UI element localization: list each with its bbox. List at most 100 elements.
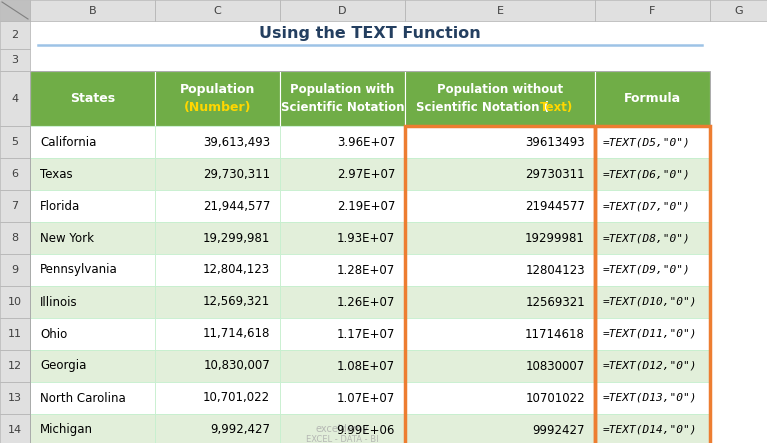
Text: =TEXT(D12,"0"): =TEXT(D12,"0") bbox=[603, 361, 697, 371]
Text: 12: 12 bbox=[8, 361, 22, 371]
Bar bbox=[0, 0, 30, 21]
Bar bbox=[0, 21, 30, 49]
Text: =TEXT(D13,"0"): =TEXT(D13,"0") bbox=[603, 393, 697, 403]
Text: Formula: Formula bbox=[624, 92, 681, 105]
Bar bbox=[280, 71, 405, 126]
Bar bbox=[280, 318, 405, 350]
Text: Florida: Florida bbox=[40, 199, 81, 213]
Text: 9.99E+06: 9.99E+06 bbox=[337, 424, 395, 436]
Bar bbox=[155, 414, 280, 443]
Bar bbox=[0, 350, 30, 382]
Text: California: California bbox=[40, 136, 97, 148]
Text: =TEXT(D9,"0"): =TEXT(D9,"0") bbox=[603, 265, 691, 275]
Text: North Carolina: North Carolina bbox=[40, 392, 126, 404]
Bar bbox=[595, 222, 710, 254]
Bar bbox=[405, 318, 595, 350]
Text: D: D bbox=[338, 5, 347, 16]
Bar bbox=[155, 382, 280, 414]
Text: 10,701,022: 10,701,022 bbox=[203, 392, 270, 404]
Text: 9992427: 9992427 bbox=[532, 424, 585, 436]
Text: 10: 10 bbox=[8, 297, 22, 307]
Bar bbox=[280, 158, 405, 190]
Bar bbox=[30, 71, 155, 126]
Bar bbox=[0, 318, 30, 350]
Text: =TEXT(D11,"0"): =TEXT(D11,"0") bbox=[603, 329, 697, 339]
Text: 1.93E+07: 1.93E+07 bbox=[337, 232, 395, 245]
Text: 29,730,311: 29,730,311 bbox=[203, 167, 270, 180]
Bar bbox=[595, 254, 710, 286]
Text: 4: 4 bbox=[12, 93, 18, 104]
Bar bbox=[405, 254, 595, 286]
Text: =TEXT(D5,"0"): =TEXT(D5,"0") bbox=[603, 137, 691, 147]
Bar bbox=[155, 350, 280, 382]
Bar bbox=[280, 382, 405, 414]
Text: 14: 14 bbox=[8, 425, 22, 435]
Text: Illinois: Illinois bbox=[40, 295, 77, 308]
Bar bbox=[0, 126, 30, 158]
Text: Population: Population bbox=[179, 83, 255, 96]
Bar bbox=[30, 254, 155, 286]
Text: =TEXT(D14,"0"): =TEXT(D14,"0") bbox=[603, 425, 697, 435]
Text: C: C bbox=[214, 5, 222, 16]
Text: Scientific Notation (: Scientific Notation ( bbox=[416, 101, 548, 114]
Bar bbox=[595, 126, 710, 443]
Text: 19,299,981: 19,299,981 bbox=[202, 232, 270, 245]
Bar bbox=[0, 254, 30, 286]
Bar bbox=[280, 126, 405, 158]
Bar bbox=[280, 0, 405, 21]
Bar bbox=[280, 350, 405, 382]
Text: 1.07E+07: 1.07E+07 bbox=[337, 392, 395, 404]
Text: Using the TEXT Function: Using the TEXT Function bbox=[259, 26, 481, 41]
Text: Michigan: Michigan bbox=[40, 424, 93, 436]
Text: E: E bbox=[496, 5, 503, 16]
Bar bbox=[155, 0, 280, 21]
Bar bbox=[30, 382, 155, 414]
Text: 3: 3 bbox=[12, 55, 18, 65]
Bar bbox=[595, 414, 710, 443]
Bar bbox=[280, 254, 405, 286]
Text: 7: 7 bbox=[12, 201, 18, 211]
Bar bbox=[30, 190, 155, 222]
Bar bbox=[595, 286, 710, 318]
Text: 11,714,618: 11,714,618 bbox=[202, 327, 270, 341]
Text: Texas: Texas bbox=[40, 167, 73, 180]
Bar bbox=[0, 286, 30, 318]
Text: States: States bbox=[70, 92, 115, 105]
Text: 21,944,577: 21,944,577 bbox=[202, 199, 270, 213]
Bar bbox=[155, 158, 280, 190]
Text: 1.28E+07: 1.28E+07 bbox=[337, 264, 395, 276]
Text: 1.26E+07: 1.26E+07 bbox=[337, 295, 395, 308]
Bar bbox=[280, 222, 405, 254]
Text: 11: 11 bbox=[8, 329, 22, 339]
Text: 21944577: 21944577 bbox=[525, 199, 585, 213]
Bar bbox=[710, 0, 767, 21]
Bar bbox=[155, 254, 280, 286]
Text: New York: New York bbox=[40, 232, 94, 245]
Bar bbox=[0, 71, 30, 126]
Bar bbox=[0, 414, 30, 443]
Bar bbox=[0, 158, 30, 190]
Bar bbox=[405, 126, 595, 158]
Text: 2: 2 bbox=[12, 30, 18, 40]
Bar bbox=[30, 21, 710, 443]
Text: 1.17E+07: 1.17E+07 bbox=[337, 327, 395, 341]
Bar bbox=[30, 158, 155, 190]
Bar bbox=[280, 414, 405, 443]
Bar bbox=[595, 350, 710, 382]
Text: 12569321: 12569321 bbox=[525, 295, 585, 308]
Text: 5: 5 bbox=[12, 137, 18, 147]
Text: 6: 6 bbox=[12, 169, 18, 179]
Text: 12,569,321: 12,569,321 bbox=[202, 295, 270, 308]
Text: EXCEL - DATA - BI: EXCEL - DATA - BI bbox=[306, 435, 379, 443]
Text: 1.08E+07: 1.08E+07 bbox=[337, 360, 395, 373]
Bar bbox=[405, 0, 595, 21]
Bar bbox=[595, 190, 710, 222]
Bar bbox=[405, 126, 595, 443]
Text: 2.19E+07: 2.19E+07 bbox=[337, 199, 395, 213]
Bar bbox=[155, 318, 280, 350]
Text: Ohio: Ohio bbox=[40, 327, 67, 341]
Text: 10701022: 10701022 bbox=[525, 392, 585, 404]
Text: 9,992,427: 9,992,427 bbox=[210, 424, 270, 436]
Bar bbox=[595, 126, 710, 158]
Text: F: F bbox=[650, 5, 656, 16]
